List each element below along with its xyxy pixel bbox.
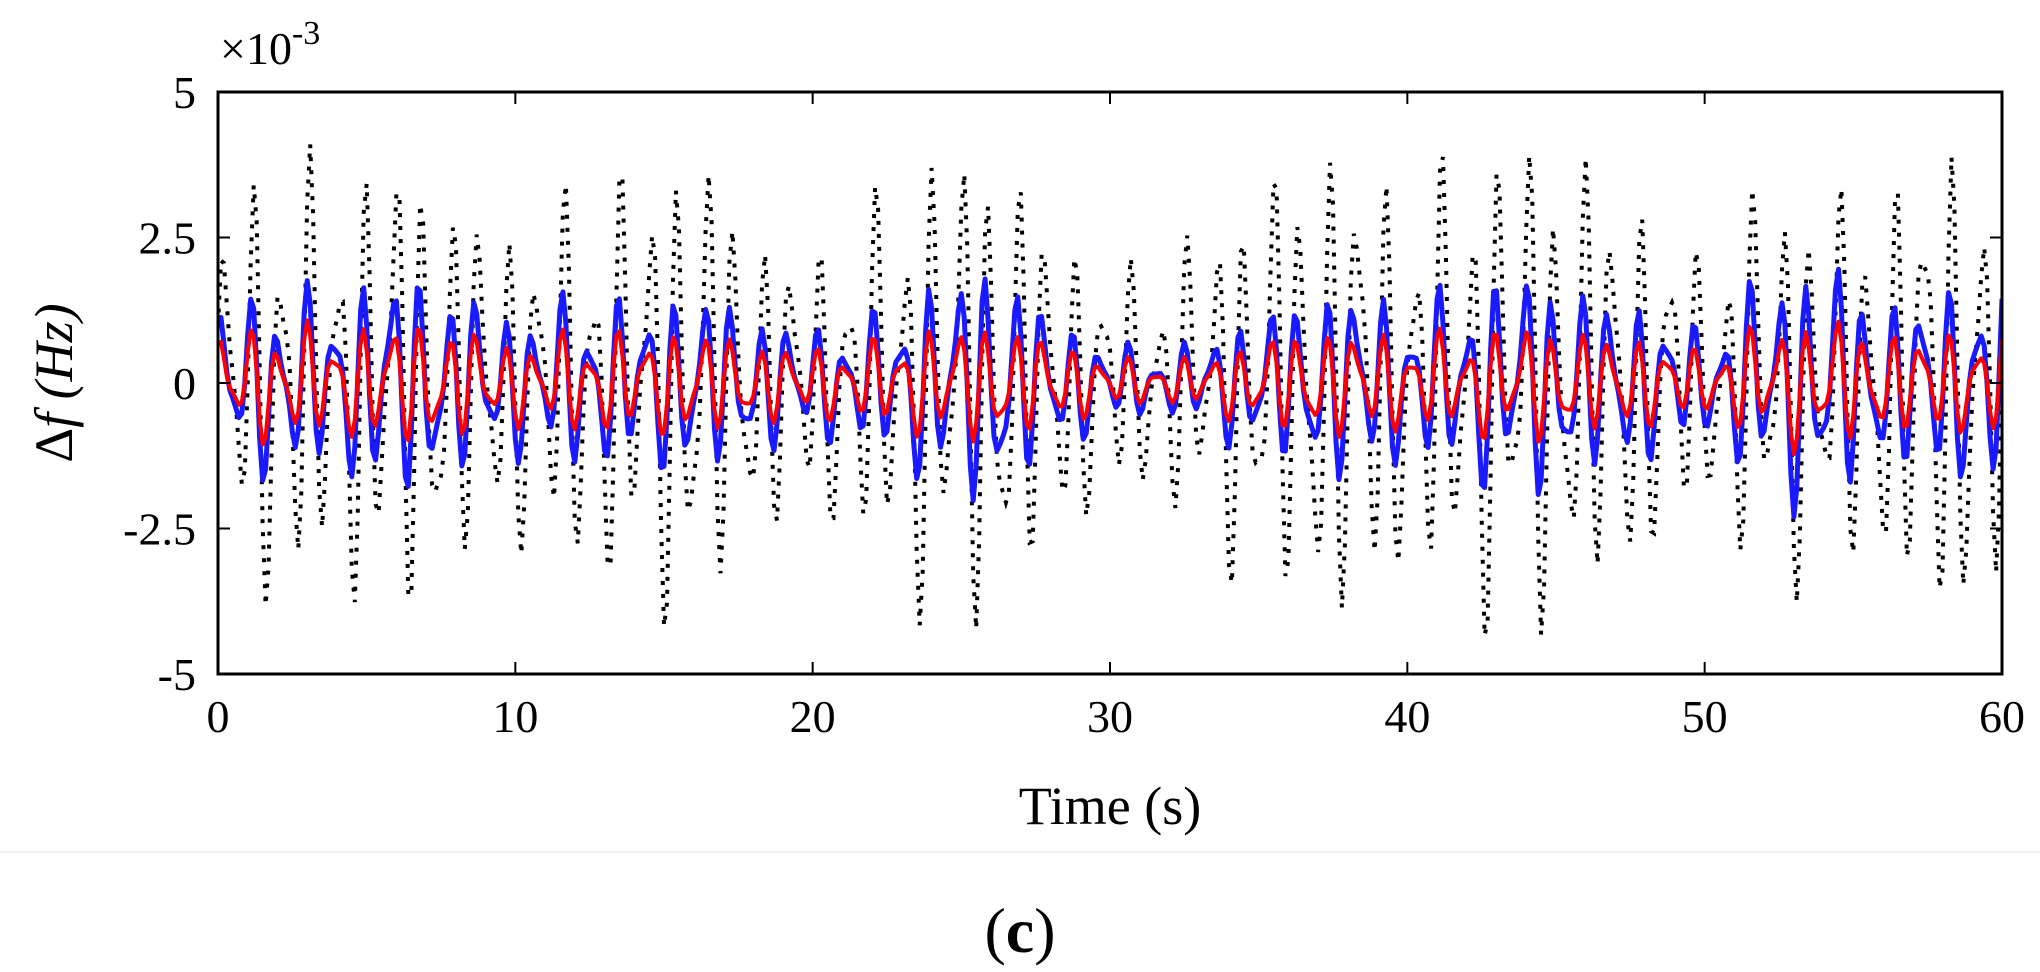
panel-label: (c) [984,895,1055,966]
series-line-red [218,318,2002,457]
series-layer [218,144,2002,636]
x-tick-label: 30 [1087,691,1133,742]
x-axis-ticks: 0 10 20 30 40 50 60 [207,92,2025,742]
y-axis-multiplier: ×10-3 [220,15,320,74]
y-tick-label: -5 [158,649,196,700]
x-tick-label: 50 [1682,691,1728,742]
x-axis-title: Time (s) [1019,776,1202,836]
y-tick-label: 0 [173,358,196,409]
y-axis-ticks: 5 2.5 0 -2.5 -5 [123,67,2002,700]
x-tick-label: 40 [1384,691,1430,742]
x-tick-label: 20 [790,691,836,742]
plot-area: 0 10 20 30 40 50 60 5 2.5 0 -2.5 -5 [123,67,2025,742]
y-axis-title: Δf (Hz) [24,303,84,462]
y-tick-label: -2.5 [123,504,196,555]
x-tick-label: 60 [1979,691,2025,742]
y-tick-label: 5 [173,67,196,118]
x-tick-label: 0 [207,691,230,742]
x-tick-label: 10 [492,691,538,742]
y-tick-label: 2.5 [139,213,197,264]
